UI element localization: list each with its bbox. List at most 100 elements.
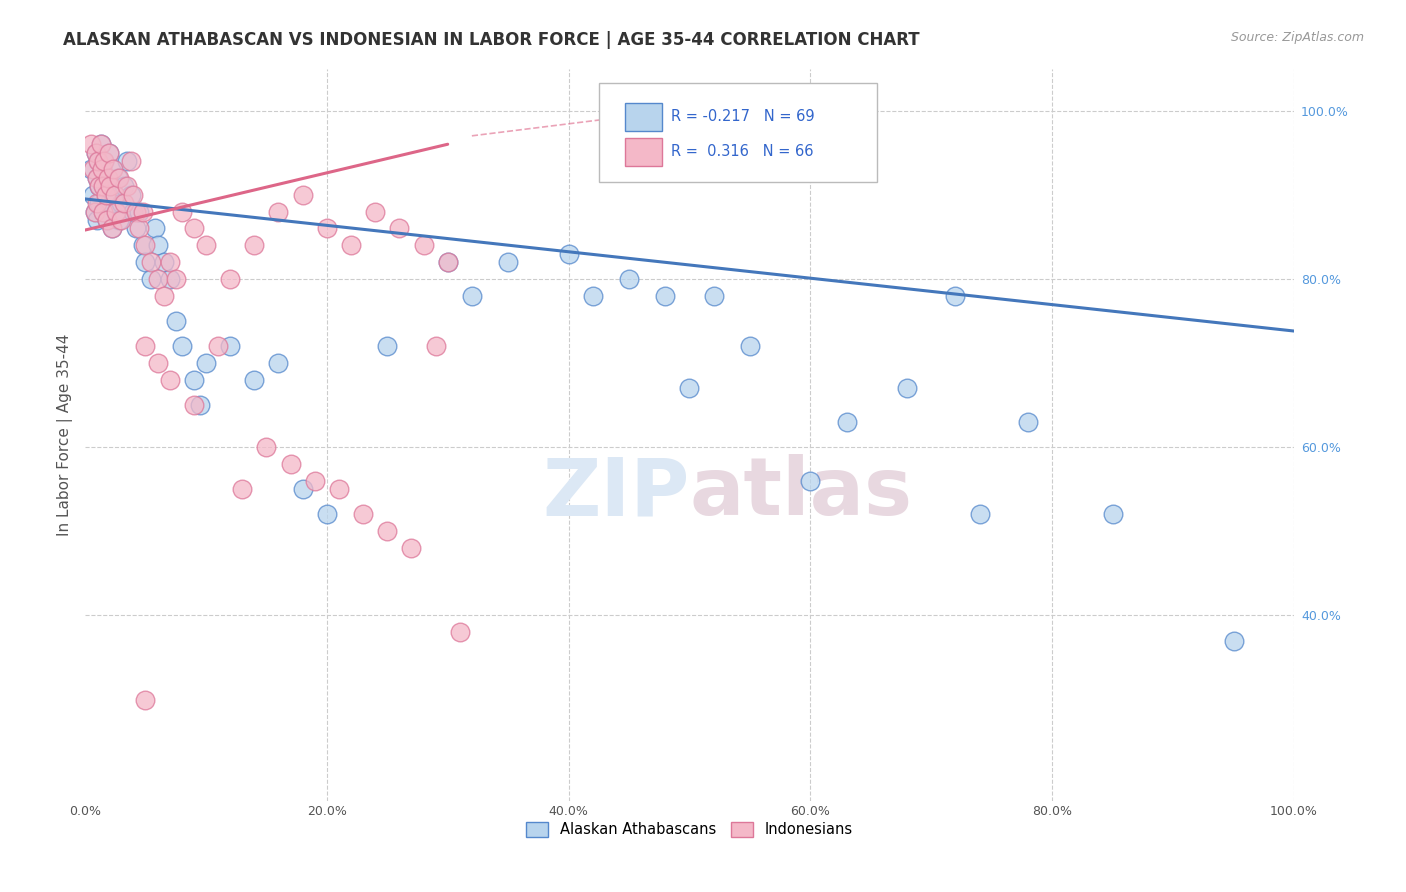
Text: R =  0.316   N = 66: R = 0.316 N = 66	[671, 145, 814, 160]
Point	[80, 162, 103, 177]
Point	[969, 508, 991, 522]
Point	[412, 238, 434, 252]
Point	[315, 221, 337, 235]
Point	[91, 179, 114, 194]
Point	[134, 238, 156, 252]
Point	[183, 221, 205, 235]
Point	[1222, 633, 1244, 648]
Text: atlas: atlas	[689, 454, 912, 533]
Point	[194, 356, 217, 370]
Point	[1101, 508, 1123, 522]
Point	[94, 187, 117, 202]
Point	[152, 288, 174, 302]
Point	[703, 288, 725, 302]
Point	[91, 179, 114, 194]
Point	[315, 508, 337, 522]
Point	[328, 482, 350, 496]
Point	[105, 204, 128, 219]
Point	[110, 196, 132, 211]
Point	[87, 154, 110, 169]
Text: Source: ZipAtlas.com: Source: ZipAtlas.com	[1230, 31, 1364, 45]
Point	[98, 145, 121, 160]
Point	[219, 272, 242, 286]
Point	[90, 137, 112, 152]
Point	[183, 373, 205, 387]
Point	[243, 238, 266, 252]
Point	[1017, 415, 1039, 429]
Point	[112, 179, 135, 194]
Point	[141, 255, 163, 269]
Point	[280, 457, 302, 471]
Point	[108, 213, 131, 227]
Point	[132, 204, 155, 219]
Point	[97, 170, 120, 185]
Point	[120, 154, 142, 169]
Point	[86, 196, 108, 211]
Point	[231, 482, 253, 496]
Point	[170, 339, 193, 353]
Point	[105, 204, 128, 219]
Point	[401, 541, 423, 555]
Point	[654, 288, 676, 302]
Point	[340, 238, 363, 252]
Point	[267, 356, 290, 370]
Point	[98, 145, 121, 160]
Point	[125, 221, 148, 235]
Point	[110, 213, 132, 227]
Point	[375, 524, 398, 539]
Point	[436, 255, 458, 269]
Point	[678, 381, 700, 395]
Point	[107, 170, 129, 185]
Point	[945, 288, 967, 302]
Point	[738, 339, 761, 353]
Point	[449, 625, 471, 640]
Point	[89, 196, 111, 211]
Point	[122, 187, 145, 202]
Point	[375, 339, 398, 353]
Point	[89, 179, 111, 194]
Point	[183, 398, 205, 412]
Point	[146, 238, 169, 252]
Point	[125, 204, 148, 219]
Point	[617, 272, 640, 286]
Point	[146, 356, 169, 370]
Point	[159, 272, 181, 286]
Point	[152, 255, 174, 269]
Point	[291, 482, 314, 496]
Point	[304, 474, 326, 488]
Point	[141, 272, 163, 286]
Point	[96, 213, 118, 227]
Point	[90, 137, 112, 152]
Point	[100, 179, 122, 194]
Point	[100, 179, 122, 194]
Point	[86, 170, 108, 185]
Legend: Alaskan Athabascans, Indonesians: Alaskan Athabascans, Indonesians	[519, 814, 860, 845]
Point	[207, 339, 229, 353]
Point	[93, 154, 115, 169]
Point	[582, 288, 605, 302]
Bar	[626, 138, 662, 166]
Point	[352, 508, 374, 522]
Point	[364, 204, 387, 219]
Point	[90, 162, 112, 177]
Point	[132, 238, 155, 252]
Point	[93, 154, 115, 169]
Point	[90, 162, 112, 177]
Point	[122, 204, 145, 219]
Point	[97, 170, 120, 185]
Point	[194, 238, 217, 252]
Text: ZIP: ZIP	[543, 454, 689, 533]
Point	[267, 204, 290, 219]
Point	[89, 179, 111, 194]
Point	[112, 196, 135, 211]
Point	[165, 272, 187, 286]
Point	[108, 170, 131, 185]
Point	[101, 162, 124, 177]
Point	[146, 272, 169, 286]
Point	[799, 474, 821, 488]
Point	[461, 288, 484, 302]
Point	[94, 187, 117, 202]
Point	[896, 381, 918, 395]
Point	[159, 373, 181, 387]
Bar	[626, 103, 662, 131]
